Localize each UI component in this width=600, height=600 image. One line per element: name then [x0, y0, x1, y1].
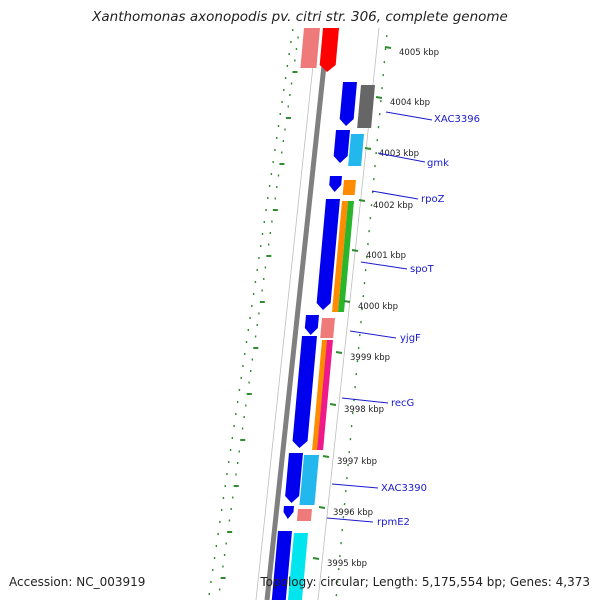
gene-yjgF-category — [320, 318, 335, 338]
gene-yjgF — [304, 315, 319, 335]
gene-label-leader — [341, 397, 389, 404]
kbp-label: 3998 kbp — [344, 405, 384, 415]
accession-label: Accession: NC_003919 — [9, 575, 146, 589]
kbp-tick — [322, 455, 330, 458]
gene-gmk-category — [348, 134, 364, 166]
gene-xac3390-category — [299, 455, 319, 505]
gene-spoT-category-b — [338, 201, 354, 312]
gene-label: yjgF — [400, 333, 421, 344]
gene-rpmE2-category — [296, 509, 312, 521]
kbp-tick — [358, 199, 366, 202]
gene-recG-category-a — [312, 340, 328, 450]
kbp-tick — [384, 46, 392, 49]
kbp-tick — [318, 506, 326, 509]
gene-label: XAC3390 — [381, 483, 427, 494]
gene-label-leader — [349, 330, 397, 339]
gene-xac3390 — [285, 453, 303, 503]
kbp-tick — [343, 300, 351, 303]
backbone-outline-left — [255, 28, 318, 600]
gene-label-leader — [385, 111, 433, 121]
gene-pink-top — [300, 28, 320, 68]
gene-rpoZ — [329, 176, 342, 192]
kbp-label: 3995 kbp — [327, 559, 367, 569]
kbp-label: 4003 kbp — [379, 149, 419, 159]
kbp-label: 3996 kbp — [333, 508, 373, 518]
gene-label: rpmE2 — [377, 517, 410, 528]
backbone-line — [264, 28, 331, 600]
gene-xac3396 — [339, 82, 357, 126]
gene-spoT-category-a — [332, 201, 348, 312]
gene-label: recG — [391, 398, 414, 409]
kbp-label: 4004 kbp — [390, 98, 430, 108]
gene-rpoZ-category — [342, 180, 356, 195]
gene-blue-bottom — [271, 531, 292, 600]
gene-recG-category-b — [317, 340, 333, 450]
kbp-tick — [375, 96, 383, 99]
gene-label-leader — [326, 517, 374, 523]
gene-gmk — [333, 130, 350, 163]
kbp-tick — [351, 249, 359, 252]
gene-label-leader — [360, 261, 408, 270]
gene-rpmE2 — [283, 506, 294, 519]
kbp-tick — [312, 557, 320, 560]
kbp-tick — [329, 403, 337, 406]
kbp-label: 3999 kbp — [350, 353, 390, 363]
gene-aqua-bottom — [287, 533, 308, 600]
kbp-label: 3997 kbp — [337, 457, 377, 467]
gene-label-leader — [371, 190, 419, 200]
gene-xac3396-category — [357, 85, 375, 128]
kbp-label: 4005 kbp — [399, 48, 439, 58]
kbp-tick — [335, 351, 343, 354]
kbp-label: 4001 kbp — [366, 251, 406, 261]
genome-title: Xanthomonas axonopodis pv. citri str. 30… — [92, 9, 508, 25]
kbp-label: 4000 kbp — [358, 302, 398, 312]
gene-red-top — [319, 28, 339, 72]
kbp-label: 4002 kbp — [373, 201, 413, 211]
gene-label: XAC3396 — [434, 114, 480, 125]
gene-label-leader — [331, 483, 379, 489]
gene-label-leader — [377, 152, 426, 163]
gene-recG — [292, 336, 317, 448]
gene-spoT — [316, 199, 340, 310]
gene-label: spoT — [410, 264, 435, 275]
kbp-tick — [364, 147, 372, 150]
gene-label: gmk — [427, 158, 449, 169]
gene-label: rpoZ — [421, 194, 445, 205]
gene-aqua-top — [325, 0, 340, 8]
topology-label: Topology: circular; Length: 5,175,554 bp… — [260, 575, 590, 589]
